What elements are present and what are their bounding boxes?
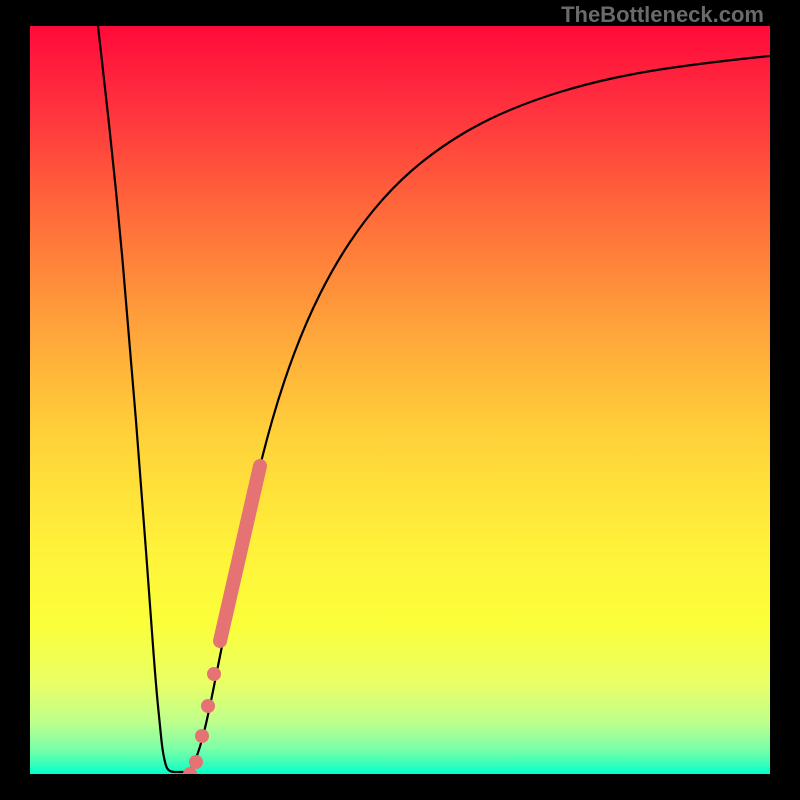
frame-left — [0, 0, 30, 800]
marker-dot — [195, 729, 209, 743]
curve-layer — [30, 26, 770, 774]
plot-area — [30, 26, 770, 774]
bottleneck-curve — [98, 26, 770, 772]
highlighted-range — [220, 466, 260, 641]
marker-dot — [189, 755, 203, 769]
marker-dot — [207, 667, 221, 681]
marker-dot — [201, 699, 215, 713]
chart-root: TheBottleneck.com — [0, 0, 800, 800]
watermark-text: TheBottleneck.com — [561, 2, 764, 28]
frame-right — [770, 0, 800, 800]
frame-bottom — [0, 774, 800, 800]
